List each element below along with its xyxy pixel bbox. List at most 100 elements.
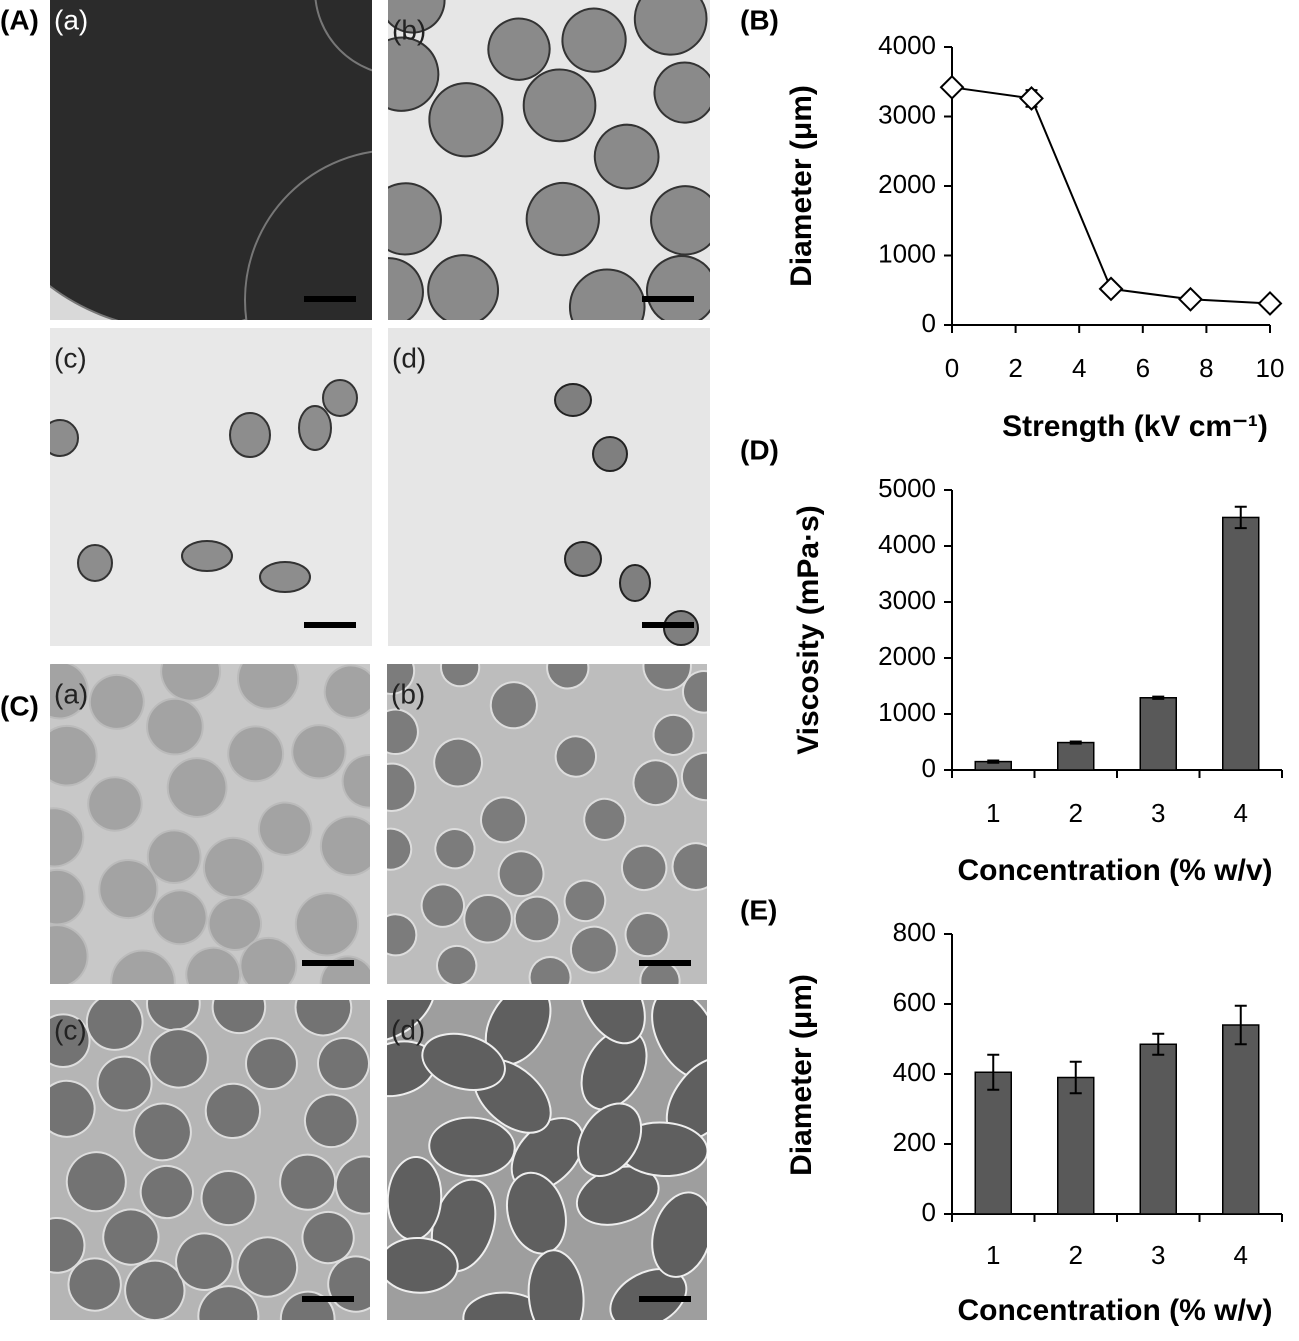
error-bar xyxy=(1069,1060,1082,1095)
y-tick-label: 1000 xyxy=(878,238,936,268)
x-tick-label: 3 xyxy=(1151,798,1165,828)
marker xyxy=(1019,86,1044,111)
particle xyxy=(85,1000,144,1051)
panel-label: (C) xyxy=(0,690,39,721)
particle xyxy=(181,540,233,572)
x-axis-title: Concentration (% w/v) xyxy=(957,1294,1272,1327)
particle xyxy=(387,664,416,695)
particle xyxy=(633,0,708,56)
image-label: (b) xyxy=(391,678,425,709)
particle xyxy=(428,82,504,158)
particle xyxy=(387,827,413,871)
particle xyxy=(436,944,478,984)
bar xyxy=(1222,1024,1260,1215)
particle xyxy=(646,255,710,320)
particle xyxy=(480,796,528,844)
particle xyxy=(592,436,628,472)
particle xyxy=(632,759,680,807)
y-tick-label: 4000 xyxy=(878,30,936,60)
particle xyxy=(237,664,300,710)
y-tick-label: 800 xyxy=(893,917,936,947)
particle xyxy=(279,1153,337,1211)
image-label: (d) xyxy=(391,1014,425,1045)
x-tick-label: 6 xyxy=(1136,353,1150,383)
particle xyxy=(319,955,370,984)
particle xyxy=(388,36,440,112)
particle xyxy=(50,724,98,787)
micrograph xyxy=(387,664,707,984)
line xyxy=(951,86,1271,305)
particle xyxy=(497,850,545,898)
particle xyxy=(546,664,590,690)
particle xyxy=(682,670,707,714)
x-tick-label: 2 xyxy=(1008,353,1022,383)
error-bar xyxy=(1069,740,1082,745)
x-axis-title: Strength (kV cm⁻¹) xyxy=(1002,410,1268,443)
particle xyxy=(301,1210,355,1265)
particle xyxy=(303,1093,359,1149)
particle xyxy=(146,829,202,885)
scale-bar xyxy=(639,1296,691,1302)
particle xyxy=(133,1102,192,1162)
particle xyxy=(428,1116,516,1178)
y-tick-label: 2000 xyxy=(878,641,936,671)
particle xyxy=(259,561,311,593)
micrograph-background xyxy=(388,328,710,646)
particle xyxy=(110,949,176,984)
y-axis-title: Diameter (μm) xyxy=(785,974,818,1176)
particle xyxy=(67,1257,122,1312)
micrograph-background xyxy=(50,328,372,646)
particle xyxy=(175,1232,234,1291)
particle xyxy=(244,150,372,320)
particle xyxy=(653,61,710,124)
particle xyxy=(245,1037,298,1091)
particle xyxy=(166,757,228,818)
particle xyxy=(387,708,419,756)
y-tick-label: 5000 xyxy=(878,473,936,503)
particle xyxy=(160,664,222,702)
particle xyxy=(388,0,446,34)
micrograph xyxy=(50,0,372,320)
x-tick-label: 4 xyxy=(1234,798,1248,828)
y-tick-label: 4000 xyxy=(878,529,936,559)
y-tick-label: 0 xyxy=(922,753,936,783)
particle xyxy=(569,925,618,974)
particle xyxy=(563,879,607,923)
bar xyxy=(1139,1043,1177,1215)
image-label: (c) xyxy=(54,1014,87,1045)
particle xyxy=(202,836,265,899)
x-tick-label: 3 xyxy=(1151,1240,1165,1270)
particle xyxy=(229,412,271,458)
x-tick-label: 4 xyxy=(1072,353,1086,383)
particle xyxy=(427,254,500,320)
particle xyxy=(579,1000,646,1045)
error-bar xyxy=(1234,505,1247,530)
bar xyxy=(1222,516,1260,771)
image-label: (d) xyxy=(392,342,426,373)
particle xyxy=(236,1236,299,1298)
x-tick-label: 2 xyxy=(1069,1240,1083,1270)
panel-label: (E) xyxy=(740,894,777,925)
particle xyxy=(624,912,670,958)
y-tick-label: 3000 xyxy=(878,585,936,615)
particle xyxy=(298,405,332,451)
image-label: (c) xyxy=(54,342,87,373)
particle xyxy=(96,1055,153,1112)
x-tick-label: 1 xyxy=(986,798,1000,828)
particle xyxy=(528,956,572,984)
particle xyxy=(50,868,86,926)
particle xyxy=(564,541,602,577)
marker xyxy=(1257,291,1283,316)
particle xyxy=(239,936,298,984)
particle xyxy=(185,946,242,984)
particle xyxy=(314,0,372,72)
scale-bar xyxy=(302,1296,354,1302)
particle xyxy=(50,924,89,984)
y-axis-title: Viscosity (mPa·s) xyxy=(792,505,825,755)
particle xyxy=(554,735,598,778)
particle xyxy=(77,544,113,582)
particle xyxy=(513,895,561,943)
y-tick-label: 0 xyxy=(922,308,936,338)
particle xyxy=(576,1102,643,1177)
